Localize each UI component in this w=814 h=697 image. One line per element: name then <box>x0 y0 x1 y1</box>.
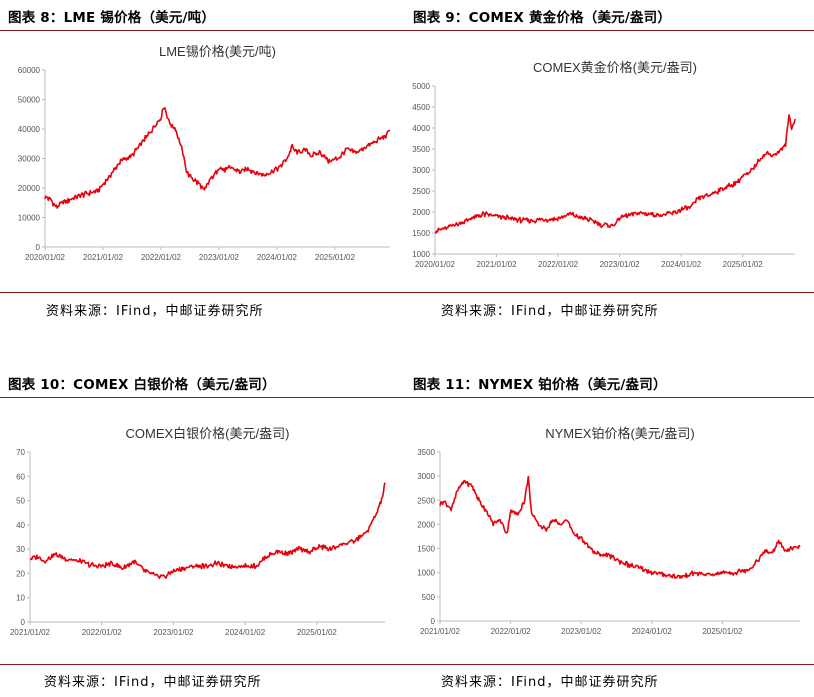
figure-label: 图表 10：COMEX 白银价格（美元/盎司） <box>8 377 276 393</box>
source-divider <box>405 292 814 293</box>
chart-title: NYMEX铂价格(美元/盎司) <box>545 426 695 441</box>
y-tick-label: 2000 <box>412 208 430 217</box>
y-tick-label: 60000 <box>18 66 41 75</box>
y-tick-label: 3000 <box>417 472 435 481</box>
chart-svg: LME锡价格(美元/吨) 0 10000 20000 30000 40000 50000 60… <box>18 44 391 262</box>
x-tick-label: 2023/01/02 <box>153 628 194 637</box>
y-tick-label: 3500 <box>412 145 430 154</box>
x-tick-label: 2021/01/02 <box>420 627 461 636</box>
y-tick-label: 4000 <box>412 124 430 133</box>
chart-panel-nymex-platinum: 图表 11：NYMEX 铂价格（美元/盎司） NYMEX铂价格(美元/盎司) 0 5… <box>405 367 814 697</box>
x-tick-label: 2024/01/02 <box>225 628 266 637</box>
y-tick-label: 10 <box>16 594 25 603</box>
y-tick-label: 50000 <box>18 96 41 105</box>
chart-title: COMEX白银价格(美元/盎司) <box>126 426 290 441</box>
y-tick-label: 3500 <box>417 448 435 457</box>
y-tick-label: 70 <box>16 448 25 457</box>
x-tick-label: 2024/01/02 <box>661 260 702 269</box>
x-tick-label: 2020/01/02 <box>25 253 66 262</box>
y-tick-label: 5000 <box>412 82 430 91</box>
x-tick-label: 2024/01/02 <box>632 627 673 636</box>
figure-header: 图表 11：NYMEX 铂价格（美元/盎司） <box>405 367 814 398</box>
chart-panel-lme-tin: 图表 8：LME 锡价格（美元/吨） LME锡价格(美元/吨) 0 10000 200… <box>0 0 405 330</box>
figure-label: 图表 9：COMEX 黄金价格（美元/盎司） <box>413 10 672 26</box>
y-tick-label: 40 <box>16 521 25 530</box>
y-tick-label: 2000 <box>417 520 435 529</box>
x-tick-label: 2025/01/02 <box>315 253 356 262</box>
series-line <box>434 114 796 234</box>
x-tick-label: 2022/01/02 <box>491 627 532 636</box>
chart-svg: COMEX黄金价格(美元/盎司) 1000 1500 2000 2500 3000 3500… <box>412 60 796 269</box>
x-tick-label: 2023/01/02 <box>561 627 602 636</box>
x-tick-label: 2023/01/02 <box>600 260 641 269</box>
chart-svg: NYMEX铂价格(美元/盎司) 0 500 1000 1500 2000 2500 3000 3… <box>417 426 801 636</box>
chart-svg: COMEX白银价格(美元/盎司) 0 10 20 30 40 50 60 70 2021/01/0… <box>10 426 386 637</box>
source-note: 资料来源：IFind，中邮证券研究所 <box>441 304 659 319</box>
figure-label: 图表 11：NYMEX 铂价格（美元/盎司） <box>413 377 667 393</box>
x-tick-label: 2025/01/02 <box>723 260 764 269</box>
y-tick-label: 1500 <box>417 545 435 554</box>
x-tick-label: 2024/01/02 <box>257 253 298 262</box>
y-tick-label: 20000 <box>18 184 41 193</box>
y-tick-label: 500 <box>422 593 436 602</box>
x-tick-label: 2022/01/02 <box>141 253 182 262</box>
series-line <box>29 482 386 580</box>
y-tick-label: 1500 <box>412 229 430 238</box>
figure-header: 图表 10：COMEX 白银价格（美元/盎司） <box>0 367 405 398</box>
series-line <box>44 107 391 209</box>
chart-panel-comex-silver: 图表 10：COMEX 白银价格（美元/盎司） COMEX白银价格(美元/盎司)… <box>0 367 405 697</box>
source-note: 资料来源：IFind，中邮证券研究所 <box>46 304 264 319</box>
chart-title: LME锡价格(美元/吨) <box>159 44 276 59</box>
y-tick-label: 1000 <box>412 250 430 259</box>
x-tick-label: 2025/01/02 <box>702 627 743 636</box>
source-divider <box>0 292 405 293</box>
x-tick-label: 2022/01/02 <box>538 260 579 269</box>
x-tick-label: 2020/01/02 <box>415 260 456 269</box>
y-tick-label: 2500 <box>412 187 430 196</box>
y-tick-label: 60 <box>16 472 25 481</box>
y-tick-label: 3000 <box>412 166 430 175</box>
y-tick-label: 30000 <box>18 155 41 164</box>
y-tick-label: 0 <box>21 618 26 627</box>
chart-title: COMEX黄金价格(美元/盎司) <box>533 60 697 75</box>
y-tick-label: 30 <box>16 545 25 554</box>
y-tick-label: 0 <box>431 617 436 626</box>
source-divider <box>405 664 814 665</box>
x-tick-label: 2022/01/02 <box>82 628 123 637</box>
y-tick-label: 50 <box>16 497 25 506</box>
x-tick-label: 2021/01/02 <box>477 260 518 269</box>
figure-label: 图表 8：LME 锡价格（美元/吨） <box>8 10 216 26</box>
figure-header: 图表 9：COMEX 黄金价格（美元/盎司） <box>405 0 814 31</box>
source-divider <box>0 664 405 665</box>
x-tick-label: 2021/01/02 <box>10 628 51 637</box>
x-tick-label: 2025/01/02 <box>297 628 338 637</box>
source-note: 资料来源：IFind，中邮证券研究所 <box>441 675 659 690</box>
y-tick-label: 2500 <box>417 496 435 505</box>
x-tick-label: 2023/01/02 <box>199 253 240 262</box>
series-line <box>439 475 801 579</box>
y-tick-label: 0 <box>36 243 41 252</box>
x-tick-label: 2021/01/02 <box>83 253 124 262</box>
figure-header: 图表 8：LME 锡价格（美元/吨） <box>0 0 405 31</box>
y-tick-label: 10000 <box>18 214 41 223</box>
source-note: 资料来源：IFind，中邮证券研究所 <box>44 675 262 690</box>
chart-panel-comex-gold: 图表 9：COMEX 黄金价格（美元/盎司） COMEX黄金价格(美元/盎司) 1… <box>405 0 814 330</box>
y-tick-label: 1000 <box>417 569 435 578</box>
y-tick-label: 40000 <box>18 125 41 134</box>
y-tick-label: 20 <box>16 569 25 578</box>
y-tick-label: 4500 <box>412 103 430 112</box>
